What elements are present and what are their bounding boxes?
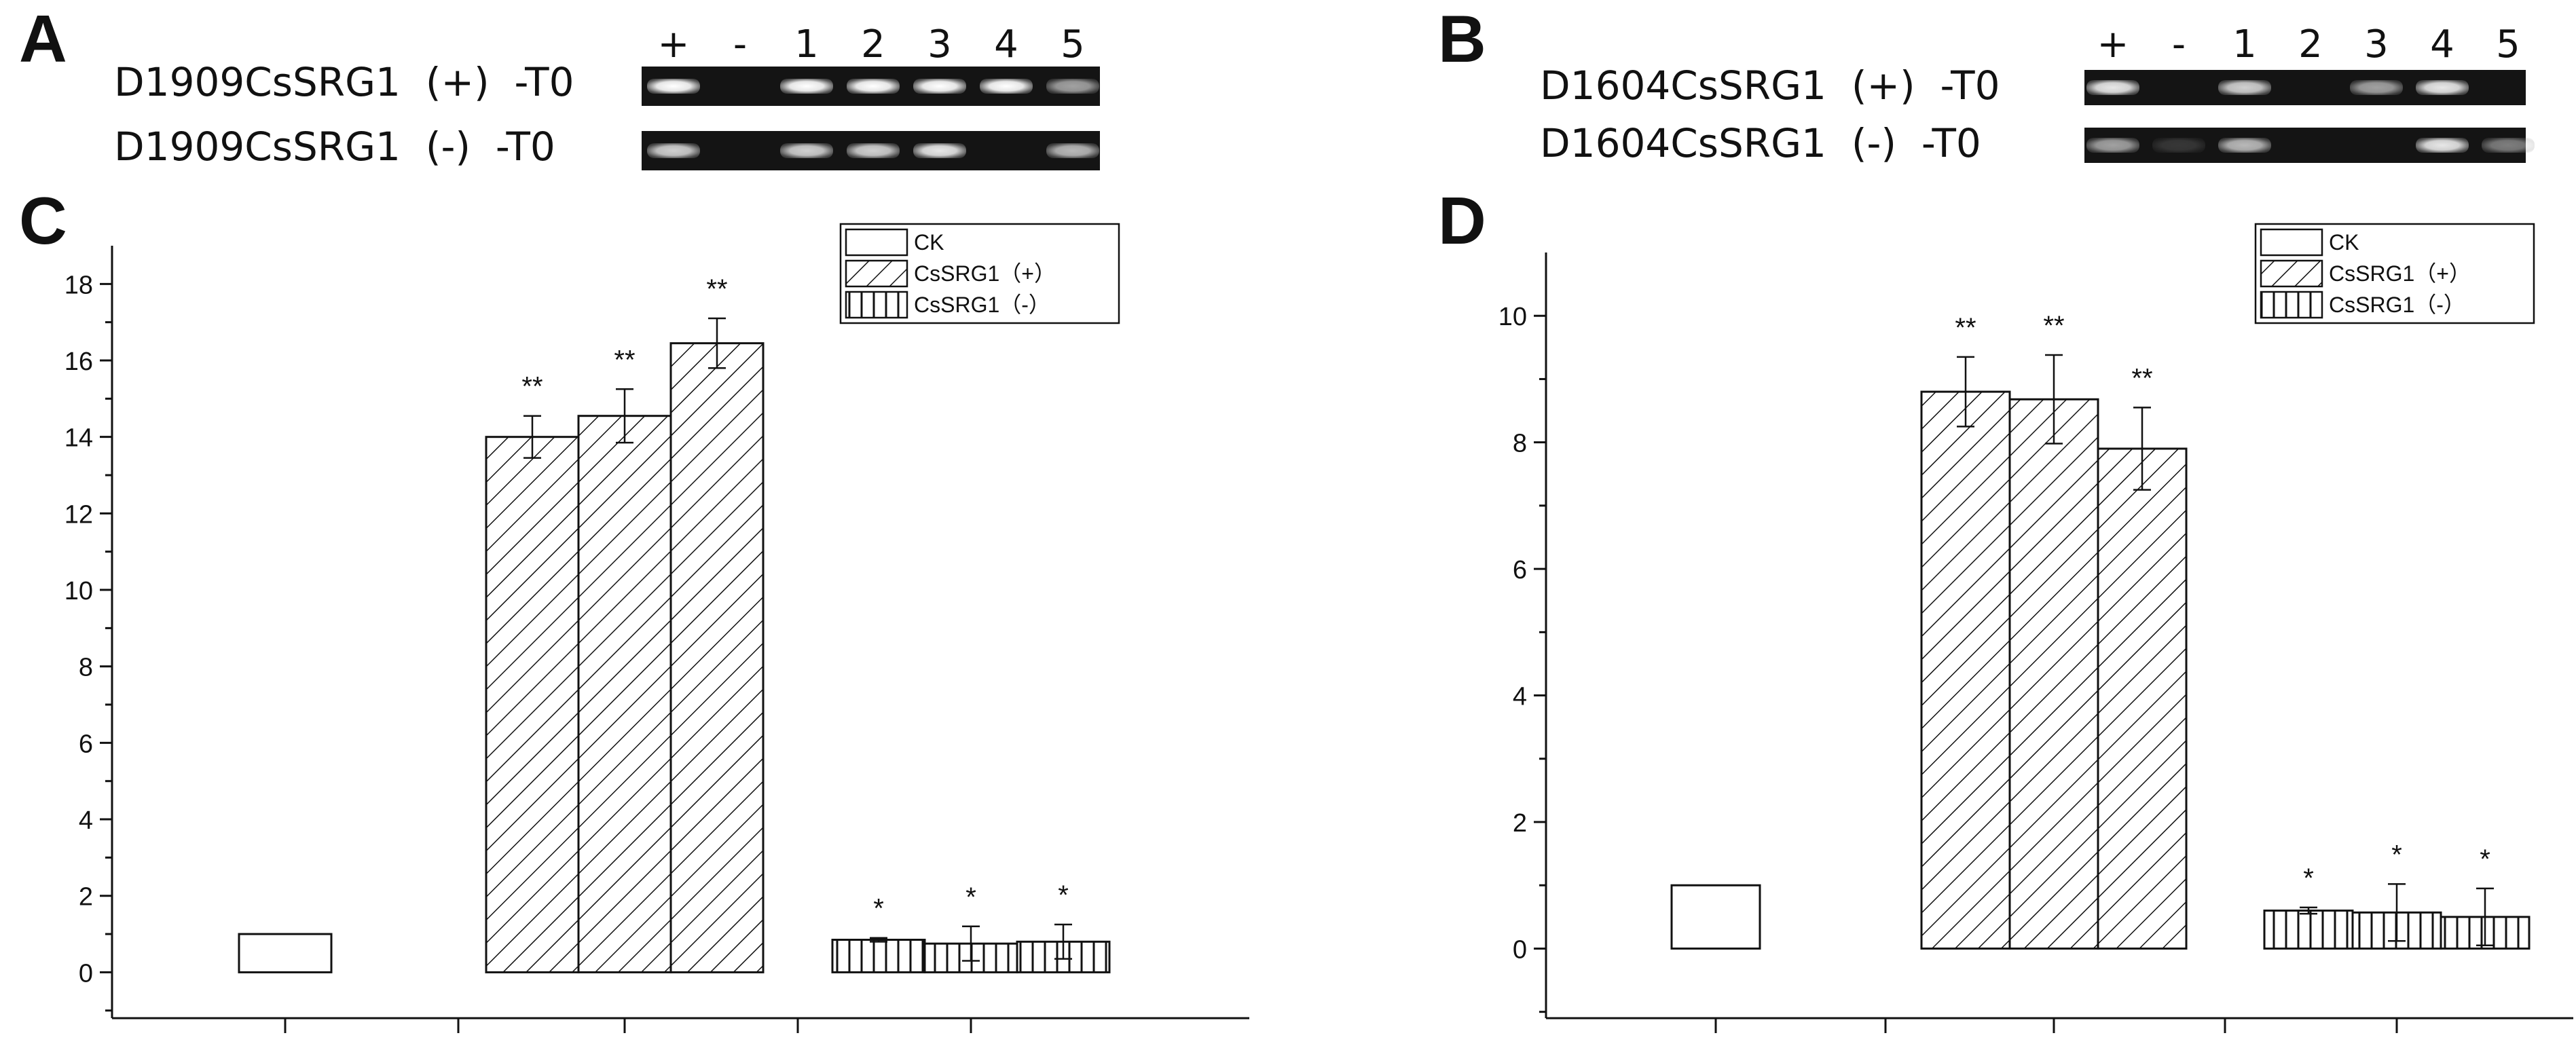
y-tick-label: 2: [1513, 809, 1527, 838]
legend-swatch: [845, 259, 908, 288]
gel-band: [913, 143, 966, 158]
gel-band: [2152, 138, 2205, 153]
y-tick-label: 8: [79, 654, 93, 682]
gel-band: [913, 79, 966, 94]
panel-letter-b: B: [1438, 1, 1486, 76]
y-tick-label: 6: [1513, 556, 1527, 584]
gel-band: [780, 143, 833, 158]
gel-strip: [2084, 128, 2535, 163]
significance-label: *: [873, 894, 884, 924]
significance-label: *: [1058, 880, 1069, 910]
y-tick-label: 2: [79, 883, 93, 912]
significance-label: **: [706, 274, 727, 304]
lane-label: 5: [1061, 22, 1085, 67]
y-tick-label: 16: [65, 348, 93, 376]
bar: [831, 939, 926, 973]
y-tick-label: 18: [65, 271, 93, 299]
legend-swatch: [845, 228, 908, 257]
y-tick-label: 10: [1498, 303, 1527, 331]
legend-label: CK: [914, 230, 944, 255]
panel-letter-c: C: [19, 183, 67, 258]
bar: [2008, 398, 2099, 950]
legend-swatch: [845, 291, 908, 319]
legend-swatch: [2260, 228, 2323, 257]
gel-band: [1046, 79, 1099, 94]
significance-label: **: [2043, 311, 2064, 341]
lane-label: 3: [2364, 22, 2389, 67]
gel-row-label: D1909CsSRG1 (-) -T0: [114, 124, 555, 170]
gel-band: [2482, 138, 2535, 153]
significance-label: *: [2303, 863, 2314, 893]
legend-swatch: [2260, 259, 2323, 288]
significance-label: **: [521, 372, 542, 402]
lane-label: -: [2171, 22, 2186, 67]
significance-label: *: [2480, 844, 2490, 874]
legend-label: CsSRG1（-）: [914, 293, 1050, 317]
y-tick-label: 4: [79, 806, 93, 835]
y-tick-label: 6: [79, 730, 93, 758]
gel-band: [1046, 143, 1099, 158]
lane-label: 1: [794, 22, 819, 67]
gel-band: [2416, 80, 2469, 95]
bar: [485, 436, 580, 973]
significance-label: *: [965, 882, 976, 912]
gel-strip: [642, 67, 1100, 106]
bar: [577, 415, 672, 973]
bar: [1670, 884, 1761, 950]
gel-strip: [642, 131, 1100, 170]
lane-label: 5: [2496, 22, 2520, 67]
gel-row-label: D1909CsSRG1 (+) -T0: [114, 59, 574, 105]
lane-label: -: [733, 22, 748, 67]
bar: [238, 933, 333, 973]
gel-band: [2350, 80, 2403, 95]
gel-band: [2086, 138, 2139, 153]
lane-label: 2: [861, 22, 885, 67]
significance-label: **: [2131, 363, 2152, 393]
bar: [669, 342, 765, 973]
lane-label: 1: [2232, 22, 2257, 67]
legend-swatch: [2260, 291, 2323, 319]
y-tick-label: 0: [1513, 935, 1527, 964]
y-tick-label: 0: [79, 959, 93, 988]
panel-letter-d: D: [1438, 183, 1486, 258]
legend-label: CsSRG1（+）: [914, 261, 1056, 286]
y-tick-label: 8: [1513, 430, 1527, 458]
gel-band: [2218, 138, 2271, 153]
lane-label: 3: [927, 22, 952, 67]
gel-band: [2416, 138, 2469, 153]
significance-label: **: [614, 345, 635, 375]
gel-band: [847, 79, 900, 94]
gel-band: [780, 79, 833, 94]
panel-letter-a: A: [19, 1, 67, 76]
lane-label: 4: [2430, 22, 2454, 67]
lane-label: +: [657, 22, 690, 67]
gel-row-label: D1604CsSRG1 (-) -T0: [1540, 120, 1981, 166]
gel-row-label: D1604CsSRG1 (+) -T0: [1540, 62, 2000, 109]
bar: [2097, 447, 2188, 950]
legend-label: CsSRG1（-）: [2329, 293, 2465, 317]
y-tick-label: 10: [65, 577, 93, 605]
y-tick-label: 4: [1513, 683, 1527, 711]
bar: [1920, 390, 2011, 950]
significance-label: **: [1955, 313, 1976, 343]
gel-band: [647, 79, 700, 94]
lane-label: 2: [2298, 22, 2323, 67]
lane-label: 4: [994, 22, 1018, 67]
y-tick-label: 14: [65, 424, 93, 453]
gel-strip: [2084, 70, 2526, 105]
lane-label: +: [2097, 22, 2129, 67]
legend-label: CsSRG1（+）: [2329, 261, 2471, 286]
gel-band: [647, 143, 700, 158]
y-tick-label: 12: [65, 500, 93, 529]
gel-band: [980, 79, 1033, 94]
gel-band: [847, 143, 900, 158]
bar: [2263, 910, 2354, 950]
significance-label: *: [2391, 840, 2402, 870]
gel-band: [2218, 80, 2271, 95]
gel-band: [2086, 80, 2139, 95]
legend-label: CK: [2329, 230, 2359, 255]
